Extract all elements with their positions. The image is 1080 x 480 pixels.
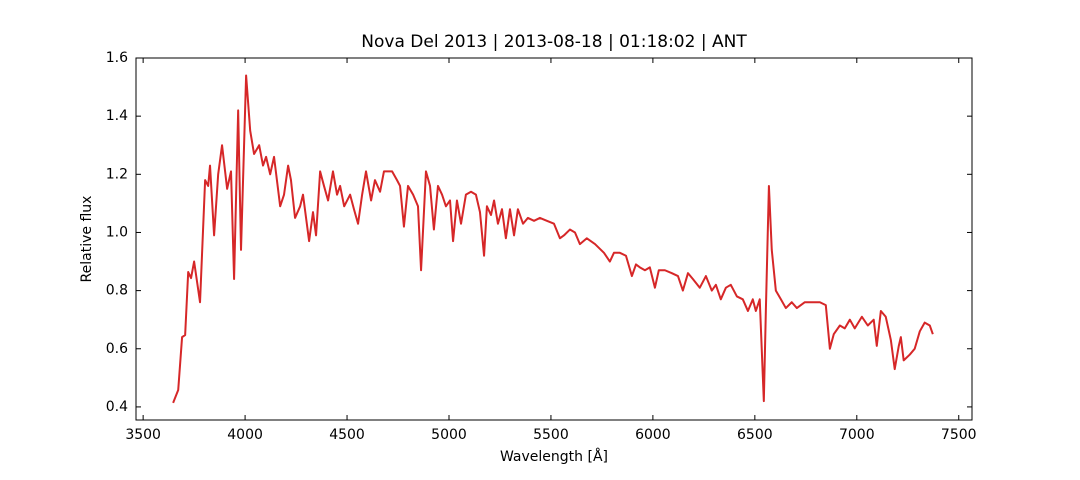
x-tick-label: 6000: [635, 427, 671, 443]
y-tick-label: 0.6: [106, 341, 128, 357]
x-tick-label: 6500: [737, 427, 773, 443]
x-tick-label: 5000: [431, 427, 467, 443]
x-tick-label: 7500: [941, 427, 977, 443]
chart-title: Nova Del 2013 | 2013-08-18 | 01:18:02 | …: [361, 32, 747, 52]
y-axis-label: Relative flux: [79, 196, 95, 283]
x-axis-label: Wavelength [Å]: [500, 448, 608, 465]
spectrum-line: [172, 74, 934, 404]
y-tick-label: 1.6: [106, 50, 128, 66]
y-tick-label: 1.4: [106, 108, 128, 124]
x-tick-label: 4000: [227, 427, 263, 443]
y-tick-label: 1.0: [106, 224, 128, 240]
y-tick-label: 0.4: [106, 399, 128, 415]
x-tick-label: 4500: [329, 427, 365, 443]
x-tick-label: 3500: [125, 427, 161, 443]
plot-frame: [135, 57, 973, 421]
y-tick-label: 0.8: [106, 283, 128, 299]
y-tick-label: 1.2: [106, 166, 128, 182]
x-tick-label: 5500: [533, 427, 569, 443]
x-tick-label: 7000: [839, 427, 875, 443]
